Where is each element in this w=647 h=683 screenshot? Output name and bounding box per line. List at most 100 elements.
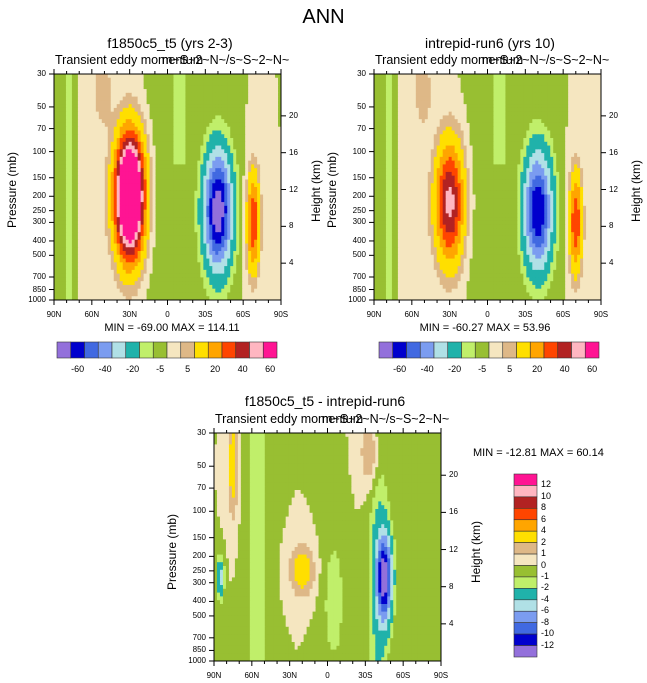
contour-cell (80, 224, 85, 229)
contour-cell (56, 239, 61, 244)
contour-cell (403, 77, 408, 82)
contour-cell (592, 77, 596, 82)
contour-cell (65, 202, 70, 207)
contour-cell (92, 171, 97, 177)
contour-cell (56, 153, 61, 158)
contour-cell (188, 141, 192, 146)
contour-cell (98, 81, 103, 86)
contour-cell (152, 288, 156, 293)
contour-cell (194, 251, 198, 256)
contour-cell (224, 179, 228, 184)
contour-cell (224, 104, 228, 109)
contour-cell (275, 107, 279, 113)
contour-cell (107, 266, 112, 271)
contour-cell (164, 77, 168, 82)
contour-cell (89, 81, 94, 86)
contour-cell (203, 288, 207, 293)
contour-cell (260, 119, 264, 124)
contour-cell (68, 160, 73, 165)
contour-cell (104, 254, 109, 259)
contour-cell (179, 273, 183, 278)
contour-cell (158, 100, 162, 105)
contour-cell (260, 122, 264, 128)
contour-cell (224, 100, 228, 105)
contour-cell (137, 198, 142, 203)
contour-cell (176, 277, 180, 282)
contour-cell (260, 183, 264, 188)
contour-cell (71, 243, 76, 248)
contour-cell (110, 262, 115, 267)
contour-cell (227, 100, 231, 105)
contour-cell (113, 153, 118, 158)
contour-cell (212, 232, 216, 237)
contour-cell (212, 179, 216, 184)
contour-cell (77, 213, 82, 218)
colorbar-label: 60 (265, 364, 276, 374)
contour-cell (191, 269, 195, 275)
contour-cell (269, 213, 273, 218)
contour-cell (263, 254, 267, 259)
contour-cell (155, 281, 159, 286)
contour-cell (263, 85, 267, 90)
contour-cell (272, 254, 276, 259)
contour-cell (59, 296, 64, 301)
contour-cell (155, 145, 159, 150)
contour-cell (263, 138, 267, 143)
contour-cell (128, 228, 133, 233)
contour-cell (110, 92, 115, 97)
x-tick-label: 30N (122, 310, 137, 319)
contour-cell (200, 74, 204, 79)
contour-cell (233, 247, 237, 252)
contour-cell (194, 122, 198, 128)
contour-cell (59, 187, 64, 192)
contour-cell (236, 145, 240, 150)
contour-cell (224, 190, 228, 195)
contour-cell (56, 254, 61, 259)
contour-cell (86, 175, 91, 180)
contour-cell (248, 228, 252, 233)
contour-cell (80, 277, 85, 282)
contour-cell (122, 164, 127, 169)
height-tick-label: 4 (289, 258, 294, 268)
contour-cell (182, 104, 186, 109)
contour-cell (98, 202, 103, 207)
contour-cell (182, 247, 186, 252)
contour-cell (95, 209, 100, 214)
contour-cell (62, 217, 67, 222)
contour-cell (116, 104, 121, 109)
contour-cell (197, 190, 201, 195)
contour-cell (242, 77, 246, 82)
contour-cell (101, 273, 106, 278)
contour-cell (239, 183, 243, 188)
contour-cell (206, 243, 210, 248)
contour-cell (185, 235, 189, 241)
contour-cell (125, 96, 130, 101)
contour-cell (161, 254, 165, 259)
contour-cell (529, 74, 533, 79)
contour-cell (77, 96, 82, 101)
contour-cell (152, 134, 156, 139)
contour-cell (272, 187, 276, 192)
contour-cell (95, 235, 100, 241)
contour-cell (182, 224, 186, 229)
contour-cell (460, 74, 465, 79)
contour-cell (179, 277, 183, 282)
contour-cell (101, 284, 106, 290)
contour-cell (203, 273, 207, 278)
contour-cell (104, 288, 109, 293)
contour-cell (278, 179, 282, 184)
contour-cell (260, 262, 264, 267)
contour-cell (74, 74, 79, 79)
contour-cell (260, 81, 264, 86)
contour-cell (65, 160, 70, 165)
contour-cell (191, 126, 195, 131)
contour-cell (272, 288, 276, 293)
contour-cell (131, 92, 136, 97)
contour-cell (245, 243, 249, 248)
contour-cell (80, 104, 85, 109)
contour-cell (272, 171, 276, 177)
contour-cell (83, 217, 88, 222)
contour-cell (62, 205, 67, 210)
contour-cell (245, 160, 249, 165)
contour-cell (155, 89, 159, 94)
